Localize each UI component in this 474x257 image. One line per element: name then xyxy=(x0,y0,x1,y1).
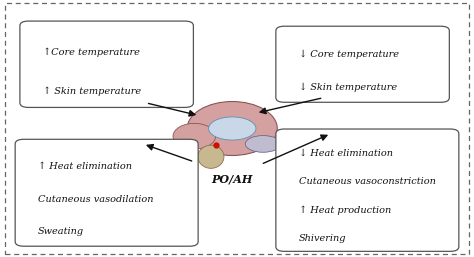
Text: ↓ Heat elimination: ↓ Heat elimination xyxy=(299,149,392,158)
Ellipse shape xyxy=(173,123,216,149)
Text: ↓ Core temperature: ↓ Core temperature xyxy=(299,50,399,59)
Text: ↑ Heat elimination: ↑ Heat elimination xyxy=(38,162,132,171)
Text: ↑Core temperature: ↑Core temperature xyxy=(43,48,139,57)
FancyBboxPatch shape xyxy=(15,139,198,246)
Text: PO/AH: PO/AH xyxy=(211,173,253,184)
Text: Cutaneous vasodilation: Cutaneous vasodilation xyxy=(38,195,154,204)
Text: Sweating: Sweating xyxy=(38,227,84,236)
Ellipse shape xyxy=(198,145,224,168)
Ellipse shape xyxy=(209,117,256,140)
Text: Cutaneous vasoconstriction: Cutaneous vasoconstriction xyxy=(299,177,436,186)
FancyBboxPatch shape xyxy=(276,26,449,102)
FancyBboxPatch shape xyxy=(20,21,193,107)
Text: ↓ Skin temperature: ↓ Skin temperature xyxy=(299,83,397,92)
Text: ↑ Skin temperature: ↑ Skin temperature xyxy=(43,87,141,96)
Ellipse shape xyxy=(187,102,277,155)
FancyBboxPatch shape xyxy=(276,129,459,251)
Text: ↑ Heat production: ↑ Heat production xyxy=(299,205,391,215)
Ellipse shape xyxy=(246,136,281,152)
Text: Shivering: Shivering xyxy=(299,234,346,243)
